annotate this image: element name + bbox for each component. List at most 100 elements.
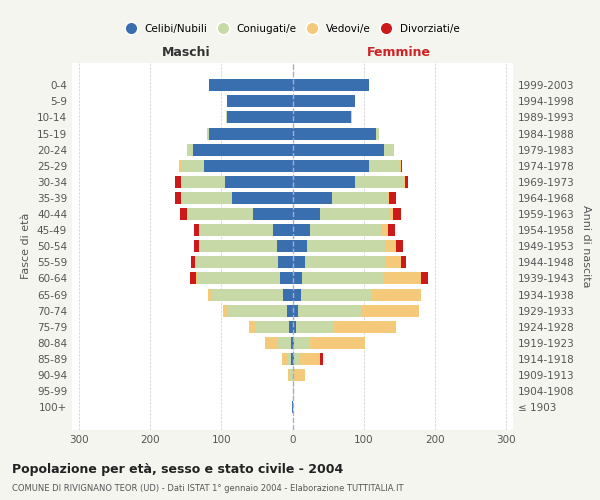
Bar [277, 240, 293, 252]
Bar [293, 256, 305, 268]
Text: Femmine: Femmine [367, 46, 431, 60]
Bar [253, 208, 293, 220]
Bar [283, 288, 293, 300]
Bar [194, 240, 199, 252]
Bar [181, 192, 232, 204]
Bar [388, 224, 395, 236]
Bar [293, 208, 320, 220]
Bar [401, 256, 406, 268]
Bar [223, 304, 229, 316]
Bar [229, 304, 287, 316]
Bar [180, 208, 187, 220]
Bar [393, 208, 401, 220]
Bar [292, 401, 293, 413]
Bar [385, 256, 401, 268]
Bar [372, 288, 421, 300]
Bar [293, 272, 302, 284]
Bar [294, 353, 299, 365]
Bar [310, 337, 365, 349]
Text: COMUNE DI RIVIGNANO TEOR (UD) - Dati ISTAT 1° gennaio 2004 - Elaborazione TUTTIT: COMUNE DI RIVIGNANO TEOR (UD) - Dati IST… [12, 484, 404, 493]
Bar [293, 353, 294, 365]
Bar [199, 240, 200, 252]
Bar [301, 288, 372, 300]
Bar [209, 79, 293, 92]
Bar [249, 320, 255, 333]
Bar [203, 160, 293, 172]
Y-axis label: Anni di nascita: Anni di nascita [581, 205, 591, 288]
Bar [282, 353, 287, 365]
Bar [225, 176, 293, 188]
Bar [302, 272, 384, 284]
Bar [294, 337, 310, 349]
Bar [187, 208, 253, 220]
Bar [395, 240, 403, 252]
Bar [293, 128, 376, 140]
Bar [293, 369, 294, 381]
Bar [287, 304, 293, 316]
Bar [181, 176, 225, 188]
Bar [389, 208, 393, 220]
Bar [187, 144, 193, 156]
Bar [208, 288, 211, 300]
Bar [227, 112, 293, 124]
Bar [307, 240, 385, 252]
Bar [399, 160, 401, 172]
Bar [181, 160, 203, 172]
Bar [293, 304, 298, 316]
Bar [194, 224, 199, 236]
Bar [278, 256, 293, 268]
Bar [403, 176, 405, 188]
Bar [401, 160, 402, 172]
Bar [293, 385, 294, 397]
Bar [272, 224, 293, 236]
Bar [232, 192, 293, 204]
Bar [196, 272, 198, 284]
Bar [383, 144, 394, 156]
Bar [293, 176, 355, 188]
Bar [293, 240, 307, 252]
Bar [293, 337, 294, 349]
Bar [289, 320, 293, 333]
Bar [198, 272, 280, 284]
Bar [293, 192, 332, 204]
Bar [305, 256, 385, 268]
Bar [288, 369, 290, 381]
Bar [195, 256, 196, 268]
Bar [196, 256, 278, 268]
Bar [175, 192, 181, 204]
Bar [333, 320, 395, 333]
Bar [291, 337, 293, 349]
Bar [175, 176, 181, 188]
Bar [370, 160, 399, 172]
Bar [389, 192, 397, 204]
Bar [191, 256, 195, 268]
Legend: Celibi/Nubili, Coniugati/e, Vedovi/e, Divorziati/e: Celibi/Nubili, Coniugati/e, Vedovi/e, Di… [122, 20, 463, 38]
Bar [387, 192, 389, 204]
Bar [385, 240, 395, 252]
Bar [278, 337, 291, 349]
Bar [226, 112, 227, 124]
Bar [291, 353, 293, 365]
Bar [190, 272, 196, 284]
Bar [200, 240, 277, 252]
Bar [376, 128, 379, 140]
Bar [293, 79, 370, 92]
Bar [287, 353, 291, 365]
Bar [211, 288, 283, 300]
Bar [293, 320, 296, 333]
Bar [293, 96, 355, 108]
Bar [361, 304, 419, 316]
Bar [290, 369, 293, 381]
Text: Maschi: Maschi [161, 46, 210, 60]
Bar [293, 144, 383, 156]
Bar [310, 224, 382, 236]
Bar [332, 192, 387, 204]
Bar [293, 112, 351, 124]
Bar [209, 128, 293, 140]
Bar [405, 176, 409, 188]
Bar [421, 272, 428, 284]
Text: Popolazione per età, sesso e stato civile - 2004: Popolazione per età, sesso e stato civil… [12, 462, 343, 475]
Bar [293, 288, 301, 300]
Bar [384, 272, 421, 284]
Bar [299, 353, 320, 365]
